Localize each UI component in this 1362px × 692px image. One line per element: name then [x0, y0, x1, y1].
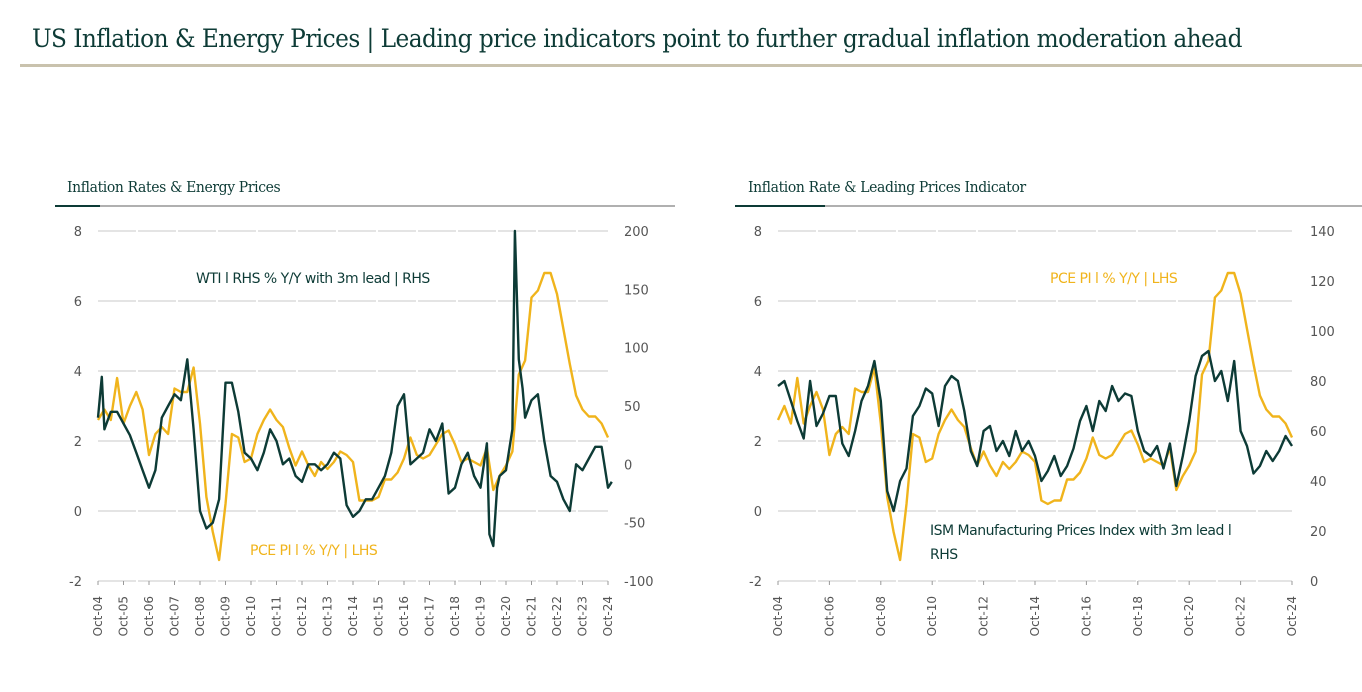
y-right-tick-label: 140 [1310, 225, 1335, 240]
y-left-tick-label: 4 [74, 365, 82, 380]
x-tick-label: Oct-09 [219, 596, 233, 636]
chart-divider-left [55, 205, 675, 207]
y-right-tick-label: 120 [1310, 275, 1335, 290]
x-tick-label: Oct-10 [925, 596, 939, 636]
y-left-tick-label: 8 [754, 225, 762, 240]
y-left-tick-label: -2 [69, 575, 82, 590]
x-tick-label: Oct-18 [1131, 596, 1145, 636]
y-left-tick-label: 0 [754, 505, 762, 520]
x-tick-label: Oct-16 [397, 596, 411, 636]
y-right-tick-label: -100 [624, 575, 654, 590]
y-left-tick-label: 4 [754, 365, 762, 380]
x-tick-label: Oct-04 [91, 596, 105, 636]
x-tick-label: Oct-20 [1182, 596, 1196, 636]
y-right-tick-label: 200 [624, 225, 649, 240]
series-line-pce [776, 271, 1294, 562]
y-right-tick-label: 60 [1310, 425, 1327, 440]
x-tick-label: Oct-22 [550, 596, 564, 636]
x-tick-label: Oct-14 [1028, 596, 1042, 636]
x-tick-label: Oct-05 [117, 596, 131, 636]
y-right-tick-label: 100 [624, 342, 649, 357]
y-right-tick-label: 80 [1310, 375, 1327, 390]
x-tick-label: Oct-24 [601, 596, 615, 636]
x-tick-label: Oct-17 [423, 596, 437, 636]
x-tick-label: Oct-13 [321, 596, 335, 636]
title-divider [20, 64, 1362, 67]
x-tick-label: Oct-20 [499, 596, 513, 636]
x-tick-label: Oct-04 [771, 596, 785, 636]
series-annotation: PCE PI l % Y/Y | LHS [250, 543, 378, 559]
x-tick-label: Oct-10 [244, 596, 258, 636]
series-annotation: ISM Manufacturing Prices Index with 3m l… [930, 523, 1231, 539]
x-tick-label: Oct-07 [168, 596, 182, 636]
y-right-tick-label: 50 [624, 400, 641, 415]
x-tick-label: Oct-06 [142, 596, 156, 636]
x-tick-label: Oct-12 [977, 596, 991, 636]
x-tick-label: Oct-08 [874, 596, 888, 636]
y-right-tick-label: 0 [1310, 575, 1318, 590]
series-annotation: RHS [930, 547, 958, 563]
series-line-wti [96, 229, 613, 548]
x-tick-label: Oct-14 [346, 596, 360, 636]
y-left-tick-label: 6 [754, 295, 762, 310]
chart-title-left: Inflation Rates & Energy Prices [67, 178, 281, 196]
x-tick-label: Oct-21 [525, 596, 539, 636]
series-annotation: PCE PI l % Y/Y | LHS [1050, 271, 1178, 287]
series-line-ism [777, 349, 1294, 513]
page-title: US Inflation & Energy Prices | Leading p… [32, 24, 1242, 53]
y-right-tick-label: -50 [624, 517, 645, 532]
y-left-tick-label: 8 [74, 225, 82, 240]
x-tick-label: Oct-24 [1285, 596, 1299, 636]
y-right-tick-label: 150 [624, 283, 649, 298]
x-tick-label: Oct-19 [474, 596, 488, 636]
y-left-tick-label: 2 [754, 435, 762, 450]
y-left-tick-label: -2 [749, 575, 762, 590]
x-tick-label: Oct-06 [822, 596, 836, 636]
x-tick-label: Oct-16 [1079, 596, 1093, 636]
y-left-tick-label: 0 [74, 505, 82, 520]
y-left-tick-label: 6 [74, 295, 82, 310]
x-tick-label: Oct-23 [576, 596, 590, 636]
x-tick-label: Oct-22 [1234, 596, 1248, 636]
y-right-tick-label: 20 [1310, 525, 1327, 540]
y-left-tick-label: 2 [74, 435, 82, 450]
chart-title-right: Inflation Rate & Leading Prices Indicato… [748, 178, 1026, 196]
x-tick-label: Oct-18 [448, 596, 462, 636]
chart-divider-right [735, 205, 1362, 207]
chart-left: 8 6 4 2 0 -2 200 150 100 50 0 -50 -100 Oct-04 Oct-05 Oc… [69, 225, 653, 636]
x-tick-label: Oct-08 [193, 596, 207, 636]
x-tick-label: Oct-11 [270, 596, 284, 636]
series-annotation: WTI l RHS % Y/Y with 3m lead | RHS [196, 271, 430, 287]
x-tick-label: Oct-15 [372, 596, 386, 636]
y-right-tick-label: 100 [1310, 325, 1335, 340]
y-right-tick-label: 0 [624, 458, 632, 473]
y-right-tick-label: 40 [1310, 475, 1327, 490]
x-tick-label: Oct-12 [295, 596, 309, 636]
